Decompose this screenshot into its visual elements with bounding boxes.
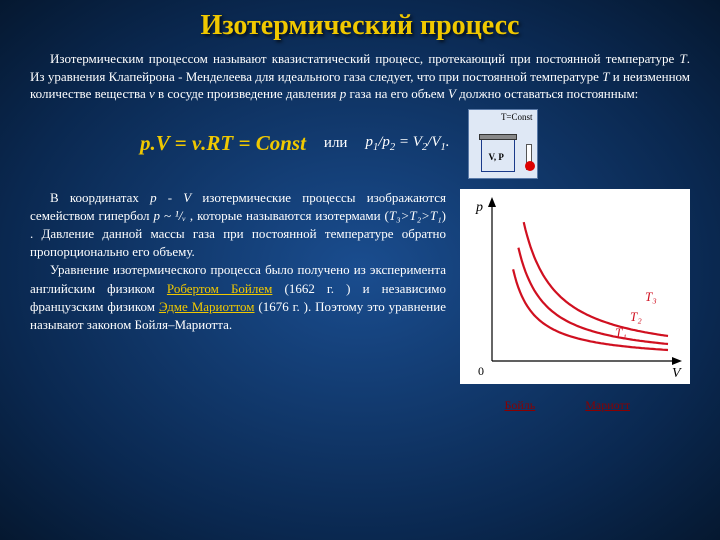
thermometer-icon	[526, 144, 532, 170]
slide-title: Изотермический процесс	[30, 10, 690, 42]
svg-text:V: V	[672, 366, 682, 381]
var-V: V	[448, 86, 456, 101]
r: p	[365, 134, 373, 150]
mariotte-bottom-link[interactable]: Мариотт	[585, 398, 630, 413]
var-p: p	[150, 190, 157, 205]
text: Изотермическим процессом называют квазис…	[50, 51, 680, 66]
or-text: или	[324, 135, 348, 152]
diagram-temp-label: T=Const	[501, 112, 533, 122]
r: = V	[395, 134, 422, 150]
text: , которые называются изотермами (	[186, 208, 389, 223]
text: газа на его объем	[346, 86, 448, 101]
ratio-formula: p1/p2 = V2/V1.	[365, 134, 449, 153]
svg-text:T₂: T₂	[630, 309, 642, 324]
var-V: V	[183, 190, 191, 205]
isotherm-chart: pV0T₁T₂T₃	[460, 189, 690, 384]
boyle-bottom-link[interactable]: Бойль	[504, 398, 535, 413]
var-T: T	[680, 51, 687, 66]
svg-text:0: 0	[478, 364, 484, 378]
mariotte-link[interactable]: Эдме Мариоттом	[159, 299, 255, 314]
main-formula: p.V = ν.RT = Const	[140, 131, 306, 156]
diagram-vp-label: V, P	[489, 152, 504, 162]
body-paragraph: В координатах p - V изотермические проце…	[30, 189, 446, 384]
intro-paragraph: Изотермическим процессом называют квазис…	[30, 50, 690, 103]
text: В координатах	[50, 190, 150, 205]
text: должно оставаться постоянным:	[456, 86, 638, 101]
svg-text:p: p	[475, 200, 483, 215]
r: /V	[427, 134, 440, 150]
bottom-links: Бойль Мариотт	[30, 398, 690, 413]
hyperbola: p ~ ¹/ᵥ	[153, 208, 186, 223]
r: /p	[378, 134, 390, 150]
boyle-link[interactable]: Робертом Бойлем	[167, 281, 272, 296]
formula-row: p.V = ν.RT = Const или p1/p2 = V2/V1. T=…	[30, 109, 690, 179]
piston-diagram: T=Const V, P	[468, 109, 538, 179]
text: в сосуде произведение давления	[155, 86, 340, 101]
r: .	[446, 134, 450, 150]
svg-text:T₃: T₃	[645, 289, 657, 304]
temp-inequality: T₃>T₂>T₁	[389, 208, 442, 223]
